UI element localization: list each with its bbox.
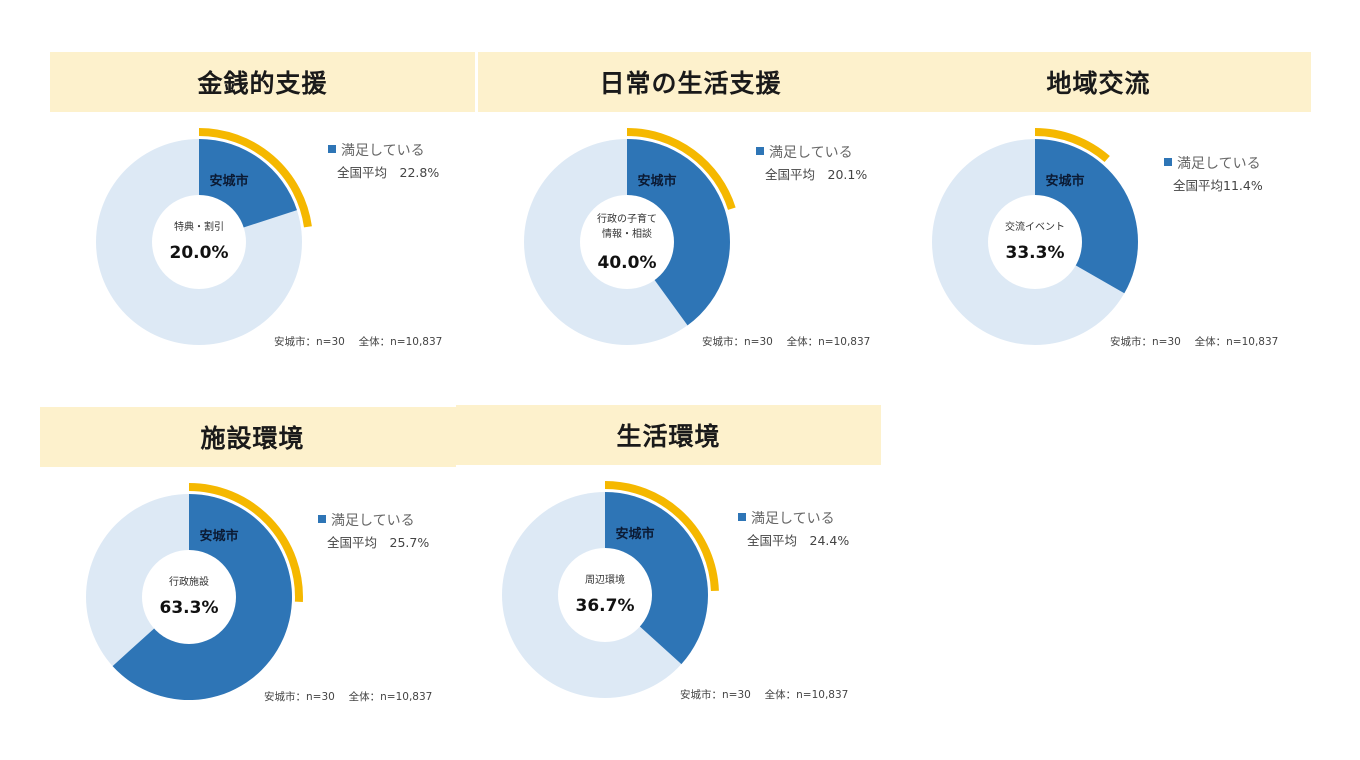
national-average-arc xyxy=(604,481,719,592)
national-average-arc xyxy=(626,128,736,210)
legend-marker-icon xyxy=(738,513,746,521)
center-value-label: 20.0% xyxy=(170,243,229,263)
donut-hole xyxy=(558,548,652,642)
legend-label: 満足している xyxy=(769,145,853,161)
center-value-label: 63.3% xyxy=(160,598,219,618)
donut-hole xyxy=(142,550,236,644)
chart-legend: 満足している 全国平均 24.4% xyxy=(738,508,849,552)
legend-label: 満足している xyxy=(341,143,425,159)
city-slice-label: 安城市 xyxy=(615,526,654,542)
city-slice-label: 安城市 xyxy=(199,528,238,544)
pie-city-slice xyxy=(627,139,730,326)
legend-marker-icon xyxy=(328,145,336,153)
center-value-label: 33.3% xyxy=(1006,243,1065,263)
donut-hole xyxy=(152,195,246,289)
city-slice-label: 安城市 xyxy=(637,173,676,189)
chart-title: 施設環境 xyxy=(40,407,465,467)
center-category-label: 情報・相談 xyxy=(602,227,652,240)
national-average-arc xyxy=(198,128,312,228)
center-category-label: 周辺環境 xyxy=(585,573,625,586)
sample-size-note: 安城市：n=30 全体：n=10,837 xyxy=(274,336,443,348)
donut-hole xyxy=(580,195,674,289)
national-average-arc xyxy=(1034,128,1110,163)
national-average-label: 全国平均11.4% xyxy=(1173,178,1263,193)
sample-size-note: 安城市：n=30 全体：n=10,837 xyxy=(680,689,849,701)
legend-marker-icon xyxy=(1164,158,1172,166)
chart-legend: 満足している 全国平均 22.8% xyxy=(328,140,439,184)
legend-label: 満足している xyxy=(331,513,415,529)
sample-size-note: 安城市：n=30 全体：n=10,837 xyxy=(702,336,871,348)
center-value-label: 40.0% xyxy=(598,253,657,273)
sample-size-note: 安城市：n=30 全体：n=10,837 xyxy=(264,691,433,703)
chart-title: 日常の生活支援 xyxy=(478,52,903,112)
center-value-label: 36.7% xyxy=(576,596,635,616)
chart-legend: 満足している 全国平均 25.7% xyxy=(318,510,429,554)
chart-panel-1: 金銭的支援 安城市特典・割引 20.0% 満足している 全国平均 22.8% 安城… xyxy=(50,52,475,357)
chart-panel-2: 日常の生活支援 安城市行政の子育て 情報・相談 40.0% 満足している 全国平均 … xyxy=(478,52,903,357)
center-category-label: 行政施設 xyxy=(169,575,209,588)
chart-panel-3: 地域交流 安城市交流イベント 33.3% 満足している 全国平均11.4% 安城市… xyxy=(886,52,1311,357)
chart-panel-4: 施設環境 安城市行政施設 63.3% 満足している 全国平均 25.7% 安城市：… xyxy=(40,407,465,712)
center-category-label: 行政の子育て xyxy=(597,212,657,225)
chart-title: 生活環境 xyxy=(456,405,881,465)
sample-size-note: 安城市：n=30 全体：n=10,837 xyxy=(1110,336,1279,348)
chart-legend: 満足している 全国平均11.4% xyxy=(1164,153,1263,197)
national-average-label: 全国平均 25.7% xyxy=(327,535,430,550)
legend-marker-icon xyxy=(756,147,764,155)
center-category-label: 交流イベント xyxy=(1005,220,1065,233)
legend-marker-icon xyxy=(318,515,326,523)
chart-panel-5: 生活環境 安城市周辺環境 36.7% 満足している 全国平均 24.4% 安城市：… xyxy=(456,405,881,710)
chart-legend: 満足している 全国平均 20.1% xyxy=(756,142,867,186)
national-average-label: 全国平均 22.8% xyxy=(337,165,440,180)
legend-label: 満足している xyxy=(751,511,835,527)
chart-title: 金銭的支援 xyxy=(50,52,475,112)
city-slice-label: 安城市 xyxy=(209,173,248,189)
legend-label: 満足している xyxy=(1177,156,1261,172)
city-slice-label: 安城市 xyxy=(1045,173,1084,189)
pie-city-slice xyxy=(605,492,708,665)
national-average-arc xyxy=(188,483,303,603)
chart-title: 地域交流 xyxy=(886,52,1311,112)
national-average-label: 全国平均 20.1% xyxy=(765,167,868,182)
center-category-label: 特典・割引 xyxy=(174,220,224,233)
donut-hole xyxy=(988,195,1082,289)
national-average-label: 全国平均 24.4% xyxy=(747,533,850,548)
